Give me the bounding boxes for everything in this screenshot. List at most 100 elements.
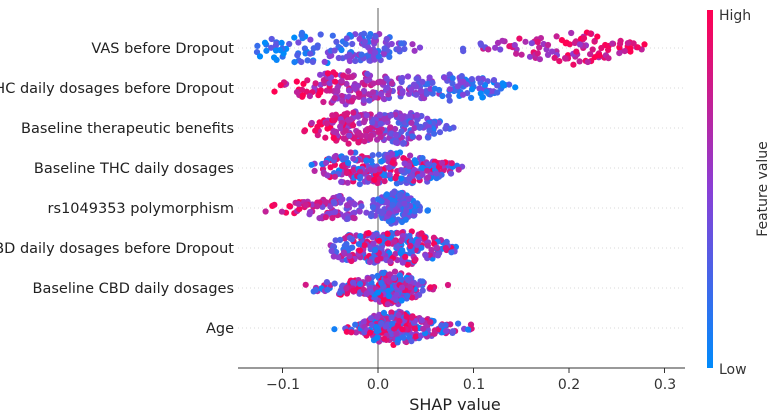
- shap-point: [356, 35, 363, 43]
- shap-point: [405, 176, 413, 183]
- shap-point: [363, 209, 370, 216]
- shap-point: [384, 199, 391, 206]
- shap-point: [395, 336, 402, 343]
- shap-point: [401, 200, 408, 207]
- shap-point: [323, 120, 330, 127]
- shap-point: [337, 123, 344, 130]
- shap-point: [536, 44, 543, 51]
- shap-point: [372, 49, 379, 56]
- shap-point: [395, 45, 402, 53]
- shap-point: [568, 29, 575, 37]
- shap-point: [350, 287, 357, 294]
- shap-point: [419, 155, 426, 162]
- shap-point: [378, 210, 386, 217]
- shap-point: [308, 119, 315, 127]
- shap-point: [423, 90, 430, 97]
- shap-point: [483, 88, 490, 95]
- shap-point: [381, 115, 388, 122]
- shap-point: [399, 114, 406, 121]
- shap-point: [377, 133, 384, 140]
- shap-point: [262, 208, 269, 215]
- shap-point: [399, 326, 406, 333]
- shap-point: [353, 329, 360, 336]
- shap-point: [336, 289, 343, 296]
- shap-point: [544, 41, 552, 49]
- shap-point: [385, 292, 392, 300]
- shap-point: [271, 201, 278, 208]
- shap-point: [365, 91, 372, 98]
- shap-point: [384, 301, 391, 308]
- shap-point: [361, 38, 368, 45]
- shap-point: [398, 78, 405, 86]
- shap-point: [421, 234, 428, 241]
- shap-point: [389, 150, 396, 157]
- shap-point: [430, 234, 437, 241]
- shap-point: [271, 88, 278, 95]
- feature-label: rs1049353 polymorphism: [48, 201, 234, 217]
- shap-point: [391, 268, 399, 275]
- shap-point: [253, 49, 261, 56]
- shap-point: [291, 59, 298, 66]
- shap-point: [317, 89, 324, 96]
- shap-point: [576, 41, 584, 48]
- shap-point: [357, 233, 364, 240]
- shap-point: [393, 330, 400, 337]
- shap-point: [419, 287, 426, 294]
- shap-point: [375, 151, 382, 158]
- shap-point: [392, 250, 399, 257]
- feature-label: Baseline CBD daily dosages: [33, 281, 234, 297]
- shap-point: [431, 330, 438, 337]
- feature-label: CBD daily dosages before Dropout: [0, 241, 234, 257]
- shap-point: [594, 33, 601, 40]
- shap-point: [404, 292, 411, 299]
- shap-point: [465, 326, 472, 333]
- shap-point: [367, 329, 374, 336]
- shap-point: [348, 329, 355, 336]
- shap-point: [324, 172, 331, 179]
- shap-point: [350, 214, 357, 221]
- shap-point: [356, 208, 363, 215]
- shap-point: [499, 80, 506, 87]
- shap-point: [298, 32, 305, 39]
- shap-point: [367, 315, 375, 322]
- feature-label: Baseline therapeutic benefits: [21, 121, 234, 137]
- shap-point: [380, 172, 388, 179]
- shap-point: [392, 125, 399, 133]
- shap-point: [411, 208, 418, 215]
- shap-point: [455, 320, 462, 327]
- shap-point: [431, 85, 438, 92]
- shap-point: [323, 279, 330, 286]
- shap-point: [478, 41, 485, 49]
- shap-point: [391, 275, 398, 282]
- feature-label: VAS before Dropout: [91, 41, 234, 57]
- shap-point: [343, 80, 350, 87]
- shap-point: [304, 77, 311, 84]
- shap-point: [617, 40, 624, 47]
- shap-point: [573, 48, 580, 55]
- shap-point: [497, 46, 504, 53]
- shap-point: [404, 261, 411, 268]
- shap-point: [320, 98, 327, 106]
- shap-point: [350, 210, 357, 217]
- shap-point: [363, 112, 370, 119]
- shap-point: [522, 38, 529, 45]
- shap-point: [411, 125, 418, 132]
- shap-point: [343, 35, 350, 42]
- shap-point: [386, 271, 393, 278]
- shap-point: [347, 149, 354, 156]
- shap-point: [355, 129, 362, 136]
- shap-point: [448, 160, 455, 167]
- shap-point: [408, 86, 415, 93]
- shap-point: [352, 149, 359, 156]
- shap-point: [331, 173, 338, 180]
- shap-point: [442, 245, 449, 252]
- shap-point: [409, 133, 416, 140]
- shap-point: [363, 132, 370, 139]
- shap-point: [386, 210, 393, 217]
- shap-point: [298, 58, 305, 66]
- shap-point: [398, 175, 405, 182]
- shap-point: [584, 58, 591, 66]
- shap-point: [433, 170, 440, 177]
- shap-point: [345, 68, 352, 75]
- shap-point: [378, 198, 385, 205]
